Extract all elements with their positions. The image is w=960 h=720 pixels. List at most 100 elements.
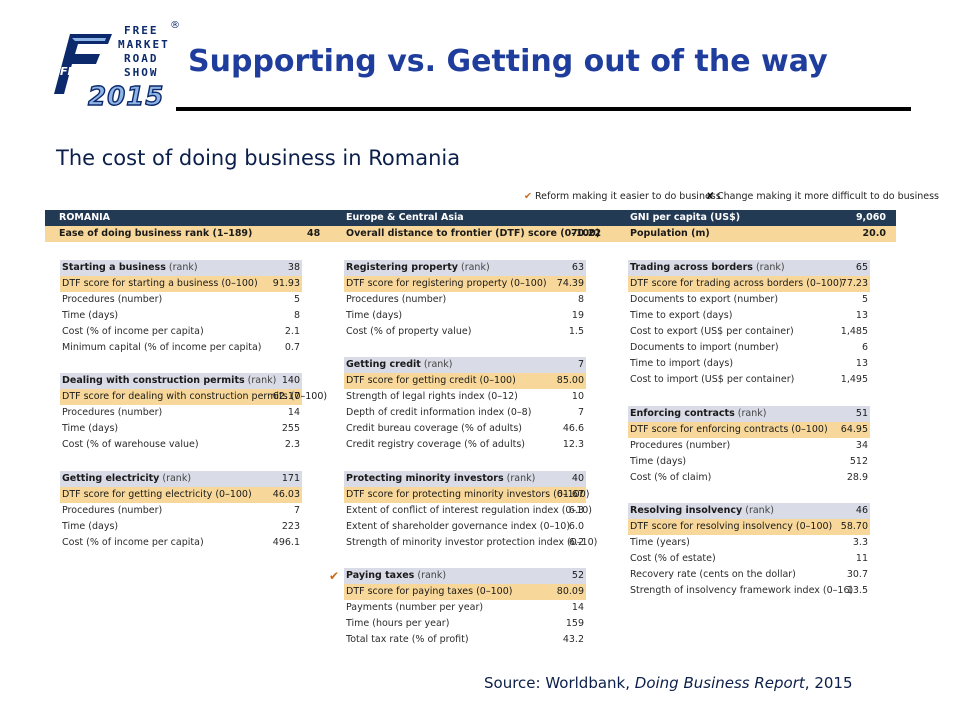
indicator-title: Trading across borders (rank)	[630, 260, 785, 276]
slide-title: Supporting vs. Getting out of the way	[188, 44, 828, 79]
indicator-rank-row: Trading across borders (rank) 65	[628, 260, 870, 276]
detail-value: 1,485	[840, 326, 868, 337]
detail-value: 3.3	[852, 537, 868, 548]
detail-value: 46.6	[562, 423, 584, 434]
detail-label: Cost (% of income per capita)	[62, 537, 204, 548]
indicator-unit: (rank)	[506, 473, 536, 484]
indicator-detail-row: Time (hours per year) 159	[344, 616, 586, 632]
indicator-dtf-row: DTF score for trading across borders (0–…	[628, 276, 870, 292]
legend-negative: ✘ Change making it more difficult to do …	[706, 191, 939, 202]
detail-label: Recovery rate (cents on the dollar)	[630, 569, 796, 580]
indicator-detail-row: Procedures (number) 7	[60, 503, 302, 519]
block-getting-electricity: Getting electricity (rank) 171 DTF score f…	[60, 471, 302, 551]
indicator-title: Resolving insolvency (rank)	[630, 503, 774, 519]
detail-label: Strength of legal rights index (0–12)	[346, 391, 518, 402]
detail-label: Procedures (number)	[62, 407, 163, 418]
indicator-title: Protecting minority investors (rank)	[346, 471, 535, 487]
dtf-value: 46.03	[272, 489, 300, 500]
indicator-detail-row: Procedures (number) 14	[60, 405, 302, 421]
detail-label: Procedures (number)	[62, 505, 163, 516]
banner-gni-value: 9,060	[855, 212, 886, 223]
indicator-unit: (rank)	[162, 473, 192, 484]
banner-bottom-row: Ease of doing business rank (1–189) 48 O…	[45, 226, 896, 242]
detail-label: Procedures (number)	[62, 294, 163, 305]
detail-label: Cost to export (US$ per container)	[630, 326, 794, 337]
logo-line-4: SHOW	[124, 66, 159, 79]
detail-label: Credit bureau coverage (% of adults)	[346, 423, 522, 434]
indicator-dtf-row: DTF score for resolving insolvency (0–10…	[628, 519, 870, 535]
indicator-detail-row: Total tax rate (% of profit) 43.2	[344, 632, 586, 648]
detail-value: 7	[577, 407, 584, 418]
indicator-name: Paying taxes	[346, 570, 415, 581]
detail-value: 0.7	[284, 342, 300, 353]
detail-value: 14	[287, 407, 300, 418]
detail-label: Credit registry coverage (% of adults)	[346, 439, 525, 450]
banner-rank-value: 48	[307, 228, 321, 239]
detail-value: 223	[281, 521, 300, 532]
country-banner: ROMANIA Europe & Central Asia GNI per ca…	[45, 210, 896, 242]
banner-country: ROMANIA	[59, 212, 111, 223]
source-report: Doing Business Report	[634, 674, 805, 692]
banner-region: Europe & Central Asia	[346, 212, 464, 223]
indicator-detail-row: Cost to export (US$ per container) 1,485	[628, 324, 870, 340]
indicator-detail-row: Documents to export (number) 5	[628, 292, 870, 308]
banner-pop-label: Population (m)	[630, 228, 710, 239]
indicator-name: Starting a business	[62, 262, 166, 273]
indicator-name: Registering property	[346, 262, 458, 273]
cross-icon: ✘	[706, 191, 714, 202]
indicator-detail-row: Time to export (days) 13	[628, 308, 870, 324]
source-prefix: Source: Worldbank,	[484, 674, 635, 692]
detail-label: Time (years)	[630, 537, 690, 548]
indicator-unit: (rank)	[460, 262, 490, 273]
banner-dtf-value: 70.22	[571, 228, 602, 239]
indicator-detail-row: Time (days) 512	[628, 454, 870, 470]
logo-line-2: MARKET	[118, 38, 170, 51]
detail-label: Time (days)	[630, 456, 687, 467]
indicator-dtf-row: DTF score for dealing with construction …	[60, 389, 327, 405]
legend-negative-text: Change making it more difficult to do bu…	[717, 191, 939, 202]
indicator-unit: (rank)	[745, 505, 774, 516]
dtf-label: DTF score for enforcing contracts (0–100…	[630, 424, 828, 435]
indicator-rank: 7	[577, 359, 584, 370]
indicator-rank-row: Dealing with construction permits (rank)…	[60, 373, 302, 389]
indicator-unit: (rank)	[737, 408, 767, 419]
logo-line-1: FREE	[124, 24, 159, 37]
indicator-detail-row: Procedures (number) 34	[628, 438, 870, 454]
detail-value: 8	[293, 310, 300, 321]
indicator-dtf-row: DTF score for getting electricity (0–100…	[60, 487, 302, 503]
detail-label: Cost (% of claim)	[630, 472, 712, 483]
source-suffix: , 2015	[804, 674, 853, 692]
indicator-name: Enforcing contracts	[630, 408, 735, 419]
indicator-unit: (rank)	[423, 359, 453, 370]
detail-value: 12.3	[562, 439, 584, 450]
indicator-title: Getting credit (rank)	[346, 357, 453, 373]
dtf-label: DTF score for registering property (0–10…	[346, 278, 547, 289]
detail-label: Documents to export (number)	[630, 294, 779, 305]
indicator-unit: (rank)	[755, 262, 785, 273]
indicator-detail-row: Cost (% of claim) 28.9	[628, 470, 870, 486]
detail-value: 34	[855, 440, 868, 451]
detail-value: 43.2	[562, 634, 584, 645]
detail-value: 13.5	[846, 585, 868, 596]
slide-subtitle: The cost of doing business in Romania	[56, 146, 461, 170]
block-enforcing-contracts: Enforcing contracts (rank) 51 DTF score fo…	[628, 406, 870, 486]
block-paying-taxes: Paying taxes (rank) 52 DTF score for payin…	[344, 568, 586, 648]
indicator-detail-row: Cost to import (US$ per container) 1,495	[628, 372, 870, 388]
detail-value: 1.5	[568, 326, 584, 337]
indicator-detail-row: Cost (% of property value) 1.5	[344, 324, 586, 340]
detail-label: Payments (number per year)	[346, 602, 484, 613]
detail-value: 28.9	[846, 472, 868, 483]
checkmark-icon: ✔	[524, 191, 532, 202]
indicator-detail-row: Time (years) 3.3	[628, 535, 870, 551]
indicator-rank-row: Starting a business (rank) 38	[60, 260, 302, 276]
detail-label: Documents to import (number)	[630, 342, 779, 353]
indicator-detail-row: Documents to import (number) 6	[628, 340, 870, 356]
indicator-rank: 52	[571, 570, 584, 581]
dtf-label: DTF score for resolving insolvency (0–10…	[630, 521, 833, 532]
banner-pop-value: 20.0	[862, 228, 886, 239]
detail-label: Time (days)	[62, 521, 119, 532]
indicator-detail-row: Time (days) 8	[60, 308, 302, 324]
detail-value: 14	[571, 602, 584, 613]
indicator-detail-row: Minimum capital (% of income per capita)…	[60, 340, 302, 356]
banner-top-row: ROMANIA Europe & Central Asia GNI per ca…	[45, 210, 896, 226]
